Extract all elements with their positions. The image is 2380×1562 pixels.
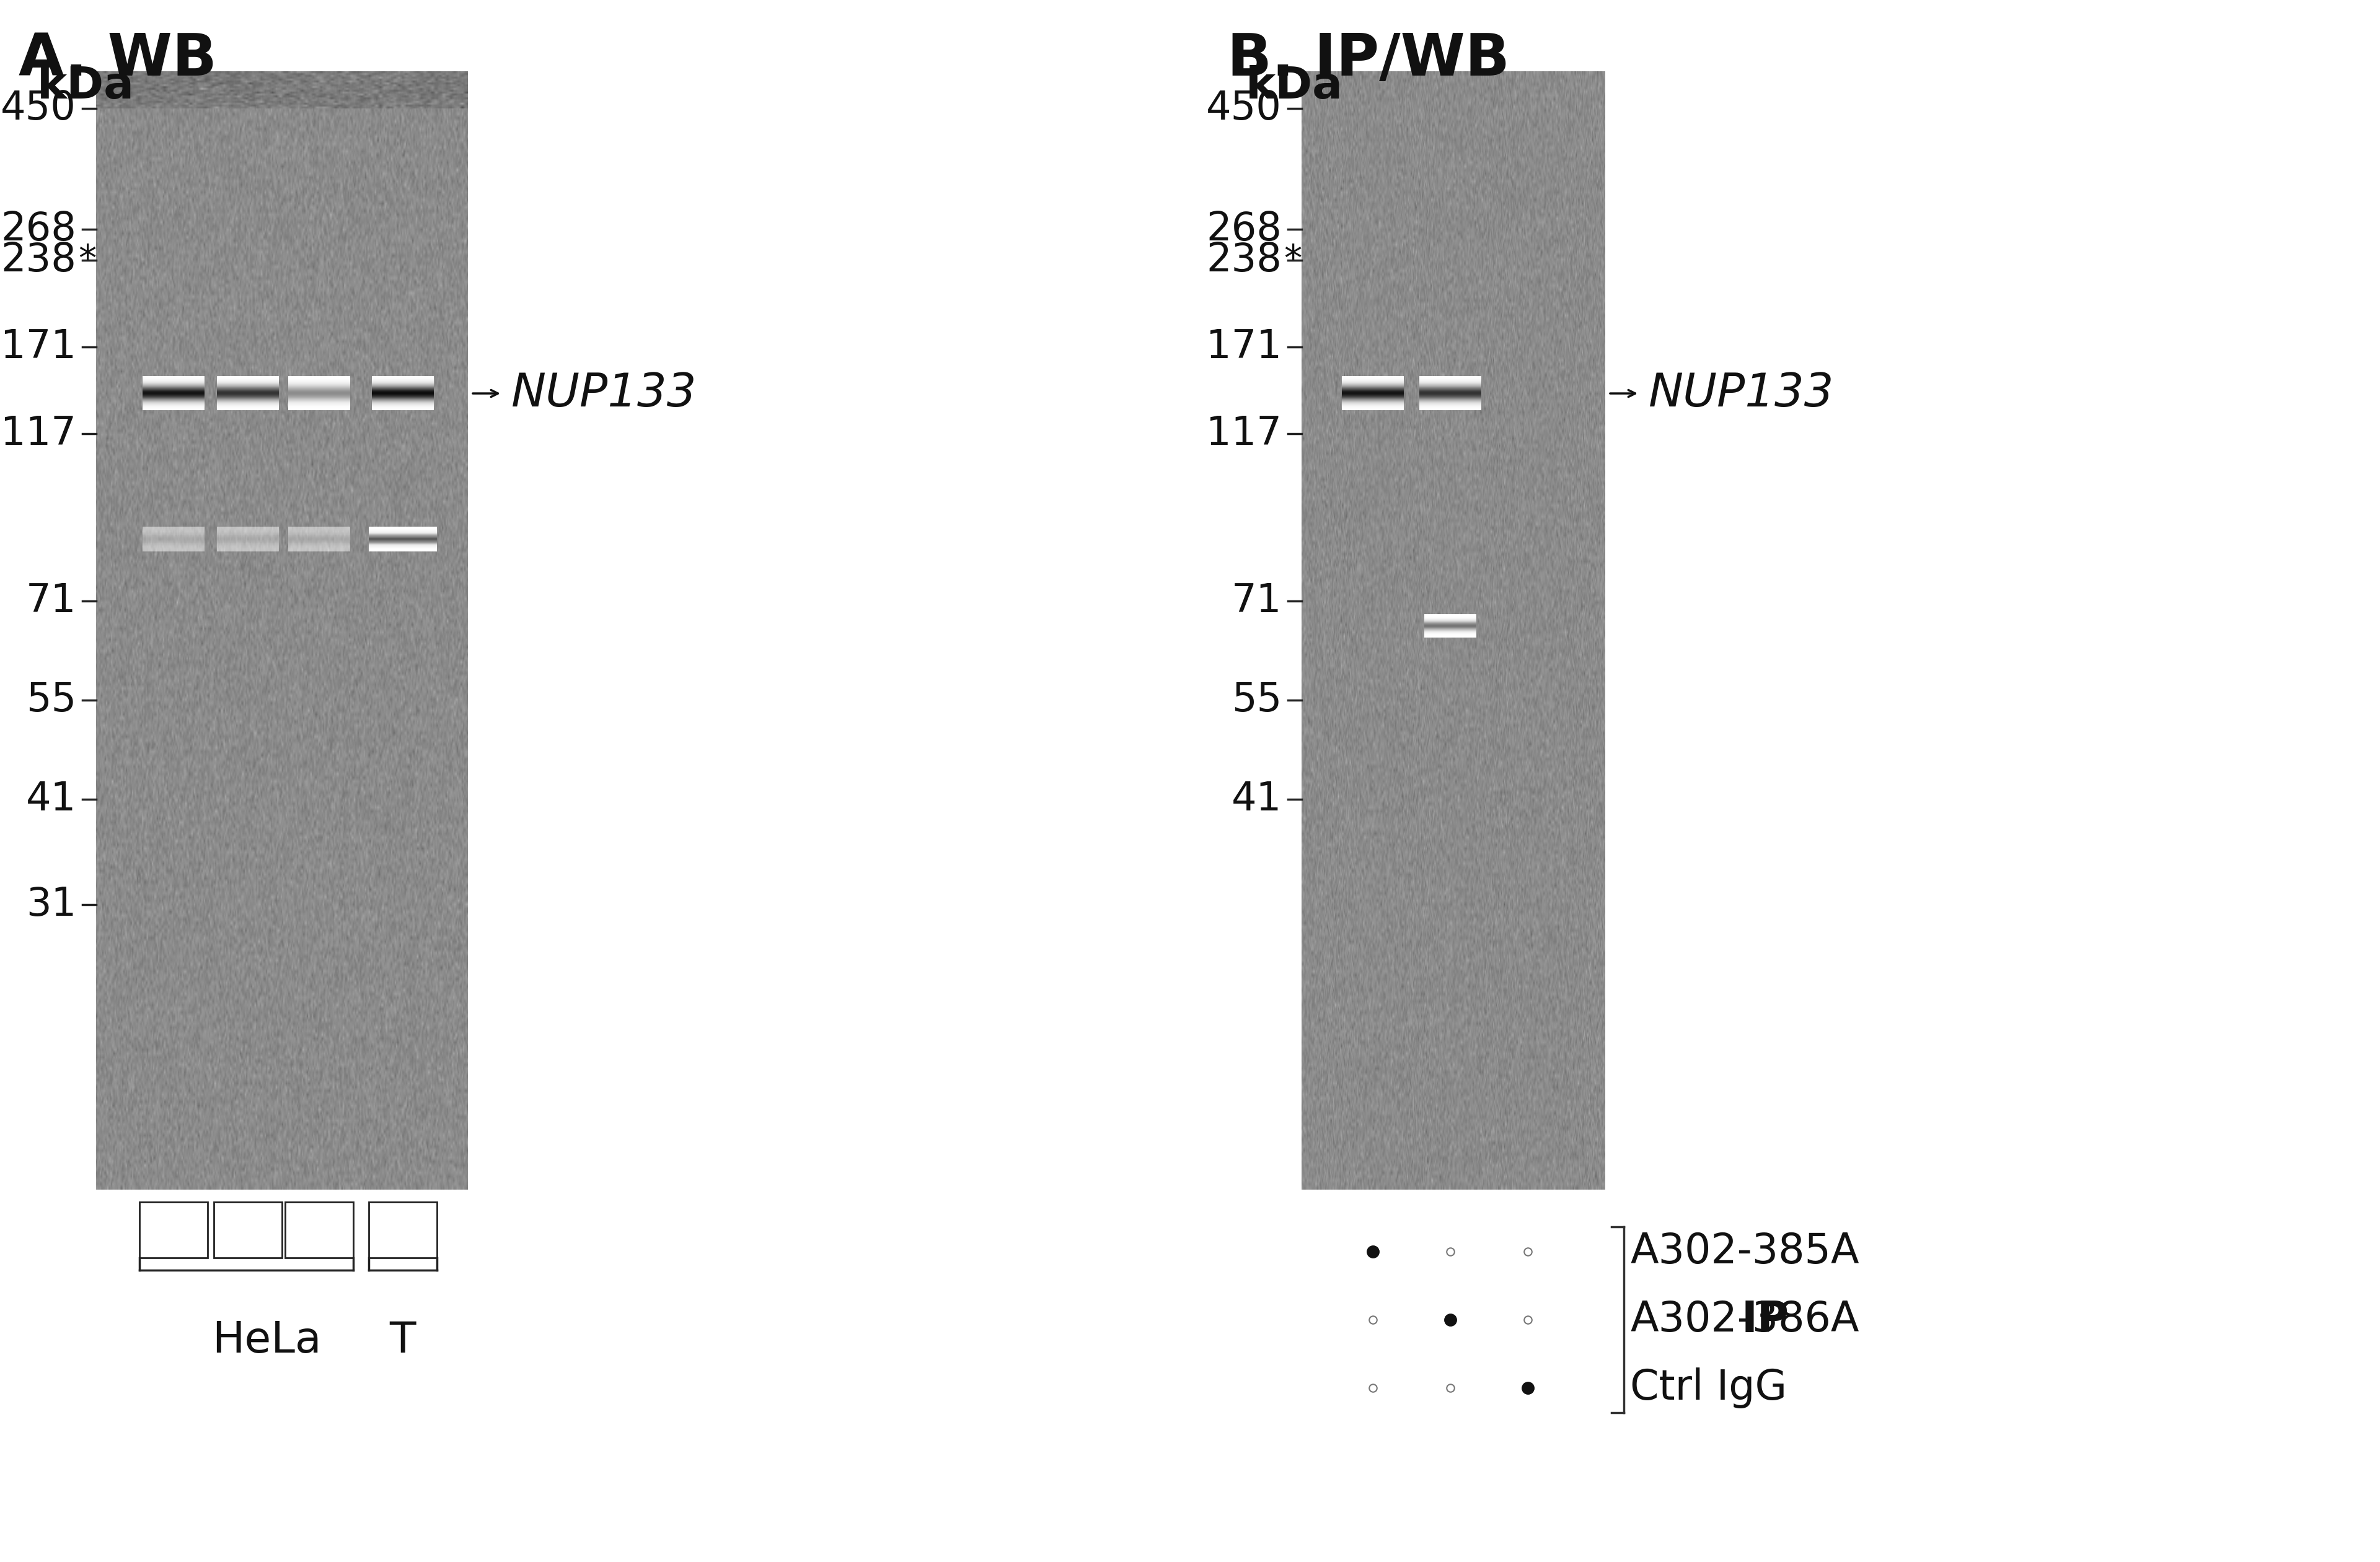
Text: *: * (1283, 242, 1302, 278)
Text: 50: 50 (376, 1209, 431, 1251)
Text: 450: 450 (1207, 89, 1283, 128)
Text: 41: 41 (1230, 779, 1283, 818)
Text: 268: 268 (1207, 209, 1283, 248)
Text: 41: 41 (26, 779, 76, 818)
Bar (369, 1203, 438, 1257)
Text: B. IP/WB: B. IP/WB (1228, 31, 1509, 87)
Text: 5: 5 (305, 1209, 333, 1251)
Text: 268: 268 (0, 209, 76, 248)
Text: 71: 71 (1230, 581, 1283, 620)
Text: NUP133: NUP133 (512, 372, 697, 415)
Bar (214, 1203, 281, 1257)
Text: 117: 117 (1207, 414, 1283, 453)
Text: 55: 55 (26, 681, 76, 720)
Text: 238: 238 (0, 241, 76, 280)
Text: A302-386A: A302-386A (1630, 1300, 1859, 1340)
Text: 171: 171 (0, 328, 76, 366)
Text: Ctrl IgG: Ctrl IgG (1630, 1367, 1787, 1409)
Text: 71: 71 (26, 581, 76, 620)
Text: A302-385A: A302-385A (1630, 1231, 1859, 1271)
Text: NUP133: NUP133 (1649, 372, 1835, 415)
Text: T: T (390, 1320, 416, 1361)
Text: *: * (79, 242, 95, 278)
Text: kDa: kDa (1245, 66, 1342, 108)
Text: 50: 50 (145, 1209, 200, 1251)
Text: kDa: kDa (38, 66, 133, 108)
Text: 55: 55 (1230, 681, 1283, 720)
Text: 117: 117 (0, 414, 76, 453)
Text: A. WB: A. WB (19, 31, 217, 87)
Bar (140, 1203, 207, 1257)
Text: IP: IP (1742, 1300, 1790, 1340)
Text: 31: 31 (26, 886, 76, 923)
Text: 171: 171 (1207, 328, 1283, 366)
Text: 238: 238 (1207, 241, 1283, 280)
Bar (286, 1203, 352, 1257)
Text: HeLa: HeLa (212, 1320, 321, 1361)
Text: 450: 450 (0, 89, 76, 128)
Text: 15: 15 (221, 1209, 276, 1251)
